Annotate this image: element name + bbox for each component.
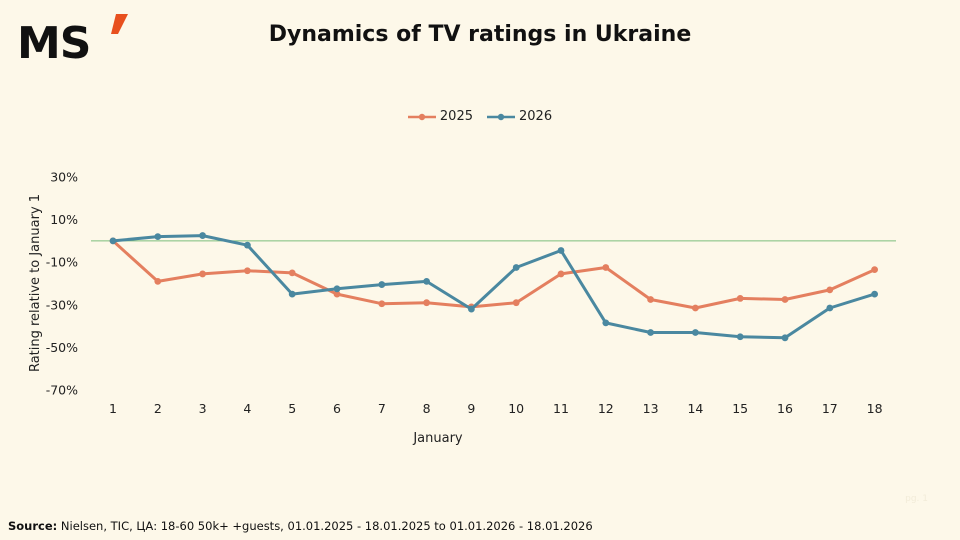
x-tick-label: 10 <box>508 401 524 416</box>
legend-label-2025: 2025 <box>439 109 473 124</box>
y-tick-label: -50% <box>46 340 78 355</box>
logo-text: MS <box>17 18 90 64</box>
source-note: Source: Nielsen, TIC, ЦА: 18-60 50k+ +gu… <box>8 519 593 533</box>
x-tick-label: 8 <box>423 401 431 416</box>
x-tick-label: 13 <box>643 401 659 416</box>
x-tick-label: 12 <box>598 401 614 416</box>
data-point-2025 <box>826 286 834 294</box>
x-tick-label: 5 <box>288 401 296 416</box>
data-point-2026 <box>244 241 251 249</box>
data-point-2025 <box>781 296 789 303</box>
data-point-2026 <box>781 334 789 342</box>
x-tick-label: 6 <box>333 401 341 416</box>
data-point-2025 <box>557 270 565 278</box>
data-point-2025 <box>154 277 162 285</box>
data-point-2026 <box>692 329 699 336</box>
x-tick-label: 2 <box>154 401 162 416</box>
data-point-2025 <box>736 295 744 302</box>
data-point-2026 <box>154 233 162 241</box>
data-point-2026 <box>288 290 296 298</box>
x-tick-label: 7 <box>378 401 386 416</box>
x-tick-label: 16 <box>777 401 793 416</box>
logo-accent-mark <box>111 14 128 34</box>
chart-title: Dynamics of TV ratings in Ukraine <box>268 22 692 47</box>
y-tick-label: -70% <box>46 383 78 398</box>
legend-marker-2025 <box>407 113 436 120</box>
y-tick-label: -10% <box>46 255 78 270</box>
data-point-2026 <box>647 329 654 336</box>
legend-item-2026: 2026 <box>487 109 552 124</box>
data-point-2026 <box>109 237 117 245</box>
data-point-2025 <box>244 267 251 275</box>
page-number: pg. 1 <box>905 494 928 504</box>
data-point-2025 <box>378 300 386 308</box>
ms-logo: MS <box>17 14 128 64</box>
y-tick-label: 30% <box>50 170 78 185</box>
source-text: Nielsen, TIC, ЦА: 18-60 50k+ +guests, 01… <box>57 519 593 533</box>
x-tick-label: 15 <box>732 401 748 416</box>
y-axis-title: Rating relative to January 1 <box>28 194 43 372</box>
series-line-2026 <box>111 234 877 340</box>
data-point-2026 <box>199 232 207 239</box>
x-tick-label: 18 <box>867 401 883 416</box>
data-point-2025 <box>647 296 654 303</box>
legend-label-2026: 2026 <box>519 109 553 124</box>
data-point-2025 <box>199 270 207 278</box>
data-point-2026 <box>423 277 430 285</box>
data-point-2026 <box>378 281 386 288</box>
x-tick-label: 11 <box>553 401 569 416</box>
x-axis-title: January <box>412 431 463 446</box>
source-label: Source: <box>8 519 58 533</box>
data-point-2025 <box>871 266 878 274</box>
legend-item-2025: 2025 <box>407 109 473 124</box>
data-point-2026 <box>871 290 878 298</box>
data-point-2025 <box>512 299 520 307</box>
data-point-2026 <box>333 285 341 293</box>
y-tick-label: 10% <box>50 212 78 227</box>
data-point-2026 <box>736 333 744 341</box>
data-point-2026 <box>602 319 610 327</box>
data-point-2025 <box>602 264 610 271</box>
series-line-2025 <box>111 239 877 310</box>
y-tick-label: -30% <box>46 297 78 312</box>
data-point-2025 <box>692 304 699 312</box>
legend-marker-2026 <box>487 113 515 120</box>
x-tick-label: 9 <box>467 401 475 416</box>
x-tick-label: 17 <box>822 401 838 416</box>
data-point-2025 <box>423 299 430 307</box>
x-tick-label: 14 <box>687 401 703 416</box>
data-point-2025 <box>288 269 296 277</box>
chart-legend: 2025 2026 <box>0 109 960 124</box>
data-point-2026 <box>468 305 475 313</box>
x-tick-label: 3 <box>199 401 207 416</box>
data-point-2025 <box>333 290 341 298</box>
data-point-2026 <box>512 264 520 271</box>
x-tick-label: 1 <box>109 401 117 416</box>
x-tick-label: 4 <box>243 401 251 416</box>
data-point-2026 <box>557 247 565 254</box>
data-point-2026 <box>826 304 834 312</box>
